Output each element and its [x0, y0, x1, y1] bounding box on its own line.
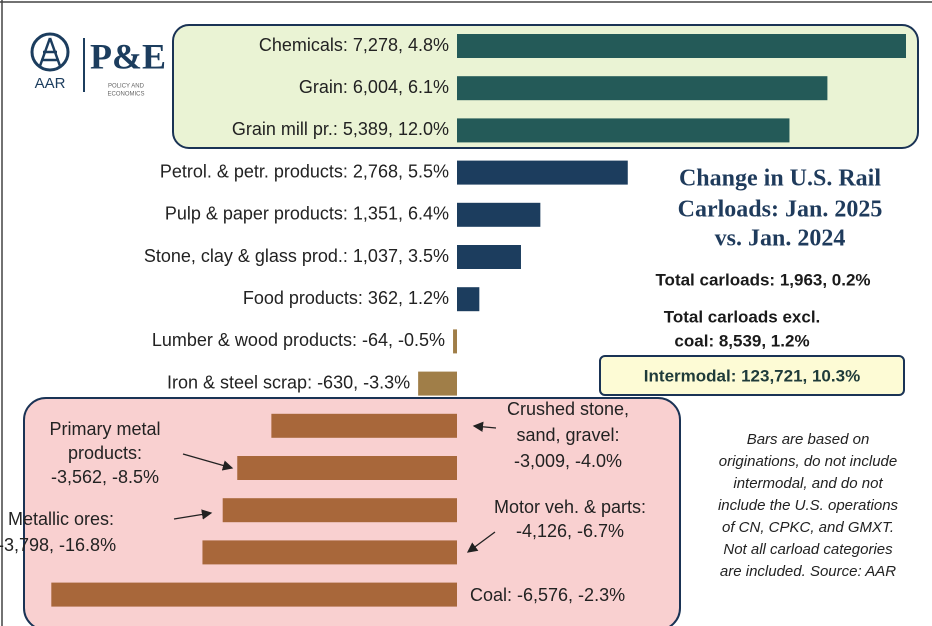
total-text: Total carloads excl. — [664, 307, 821, 326]
chart-title: vs. Jan. 2024 — [715, 226, 846, 252]
bar-label: Grain: 6,004, 6.1% — [299, 77, 449, 97]
arrows — [173, 421, 497, 553]
chart-title: Change in U.S. Rail — [679, 166, 881, 192]
intermodal-box — [599, 355, 905, 396]
total-text: Total carloads: 1,963, 0.2% — [655, 270, 870, 289]
bar-label: Grain mill pr.: 5,389, 12.0% — [232, 119, 449, 139]
bar — [418, 371, 457, 396]
note-line: Bars are based on — [747, 431, 870, 448]
bar-label: Lumber & wood products: -64, -0.5% — [152, 330, 445, 350]
bar-label: Pulp & paper products: 1,351, 6.4% — [165, 204, 449, 224]
bar-label: Primary metal — [49, 419, 160, 439]
bar — [457, 118, 790, 143]
bar — [453, 329, 457, 354]
bar-label: -4,126, -6.7% — [516, 521, 624, 541]
bar — [457, 245, 521, 269]
logo-track — [38, 37, 62, 67]
bar — [457, 34, 906, 58]
bar-label: Motor veh. & parts: — [494, 497, 646, 517]
bar — [457, 202, 541, 227]
bar-label: -3,562, -8.5% — [51, 467, 159, 487]
bar — [222, 498, 457, 523]
bar — [237, 456, 457, 480]
note-line: are included. Source: AAR — [720, 563, 896, 580]
bar-label: Crushed stone, — [507, 399, 629, 419]
logo-sub: POLICY AND — [108, 84, 145, 90]
arrow — [472, 421, 497, 433]
chart-title: Carloads: Jan. 2025 — [678, 197, 883, 223]
bar — [271, 413, 457, 438]
note: Bars are based on originations, do not in… — [718, 431, 899, 580]
bar-label: Petrol. & petr. products: 2,768, 5.5% — [160, 161, 449, 181]
bar-label: Metallic ores: — [8, 509, 114, 529]
bar-label: Chemicals: 7,278, 4.8% — [259, 35, 449, 55]
note-line: include the U.S. operations — [718, 497, 899, 514]
bar-label: -3,798, -16.8% — [0, 535, 116, 555]
note-line: intermodal, and do not — [733, 475, 883, 492]
bar-label: Coal: -6,576, -2.3% — [470, 585, 625, 605]
bar-label: Iron & steel scrap: -630, -3.3% — [167, 372, 410, 392]
bar — [457, 76, 828, 101]
note-line: Not all carload categories — [723, 541, 893, 558]
total-text: coal: 8,539, 1.2% — [674, 331, 809, 350]
logo-aar: AAR — [35, 75, 66, 92]
logo-pe: P&E — [90, 36, 166, 76]
arrow — [466, 531, 496, 553]
bar — [51, 582, 458, 607]
logo: AAR P&E POLICY AND ECONOMICS — [30, 32, 166, 98]
bar — [457, 287, 480, 312]
bar-label: products: — [68, 443, 142, 463]
note-line: of CN, CPKC, and GMXT. — [722, 519, 894, 536]
arrow — [173, 509, 213, 520]
logo-sub: ECONOMICS — [107, 92, 144, 98]
intermodal-text: Intermodal: 123,721, 10.3% — [644, 366, 860, 385]
logo-icon — [30, 32, 70, 72]
note-line: originations, do not include — [719, 453, 897, 470]
bar-label: Food products: 362, 1.2% — [243, 288, 449, 308]
arrow — [182, 453, 234, 471]
bar-label: -3,009, -4.0% — [514, 451, 622, 471]
bar-label: sand, gravel: — [516, 425, 619, 445]
bar — [457, 160, 628, 185]
bar — [202, 540, 457, 565]
bar-label: Stone, clay & glass prod.: 1,037, 3.5% — [144, 246, 449, 266]
